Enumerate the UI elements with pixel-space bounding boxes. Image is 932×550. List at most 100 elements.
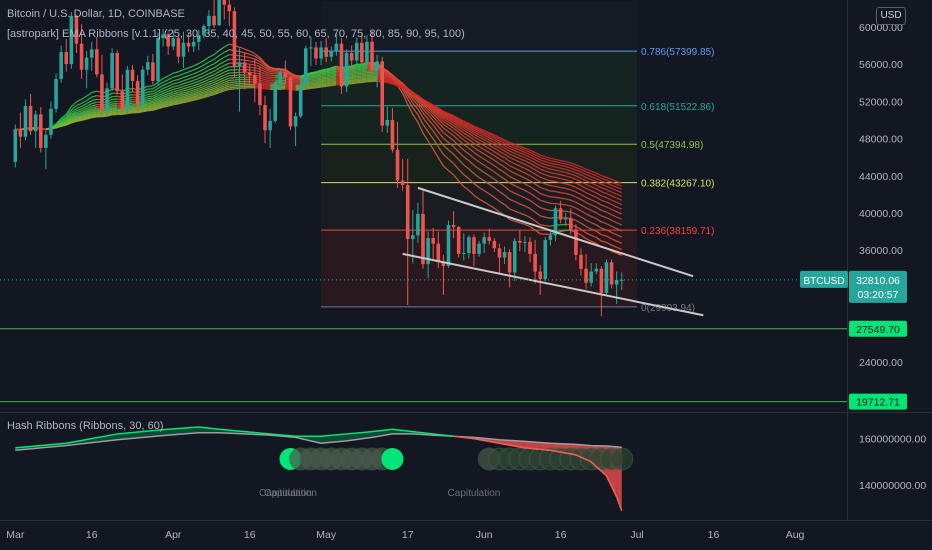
ema-40-segment (540, 207, 546, 210)
ema-60-segment (81, 112, 87, 116)
ema-25-segment (514, 220, 521, 224)
candle-body (140, 69, 145, 105)
ema-35-segment (412, 102, 419, 110)
currency-button[interactable]: USD (876, 7, 906, 25)
ema-50-segment (193, 80, 199, 84)
candle-body (79, 43, 84, 70)
candle-body (467, 237, 471, 253)
candle-body (599, 268, 604, 293)
ema-40-segment (254, 61, 261, 65)
ema-100-segment (585, 168, 592, 172)
ema-70-segment (361, 73, 368, 76)
ema-40-segment (437, 131, 444, 139)
candle-body (242, 62, 247, 73)
level-badge-1 (849, 393, 907, 410)
candle-body (44, 134, 48, 148)
candle-body (273, 82, 277, 121)
ema-95-segment (387, 81, 393, 84)
ema-70-segment (432, 107, 439, 114)
ema-60-segment (509, 165, 516, 169)
ema-60-segment (534, 178, 541, 183)
ema-60-segment (437, 116, 444, 122)
ema-25-segment (453, 174, 460, 182)
ema-70-segment (550, 175, 556, 179)
ema-40-segment (285, 70, 291, 75)
ema-25-segment (534, 229, 541, 235)
ema-75-segment (590, 186, 597, 190)
ema-65-segment (468, 135, 475, 141)
ema-25-segment (412, 114, 419, 123)
ema-85-segment (224, 83, 230, 87)
candle-body (441, 261, 446, 266)
ema-100-segment (264, 88, 271, 91)
ema-45-segment (453, 140, 460, 146)
ema-80-segment (539, 165, 546, 169)
ema-100-segment (173, 103, 179, 106)
time-tick-label: 16 (86, 529, 98, 541)
ema-95-segment (529, 151, 536, 156)
time-tick-label: Jul (630, 529, 643, 541)
ema-30-segment (76, 102, 82, 107)
ema-25-segment (249, 50, 256, 55)
ema-35-segment (606, 235, 612, 240)
ema-35-segment (493, 187, 500, 193)
candle-body (222, 0, 227, 5)
candle-body (569, 218, 573, 230)
ema-25-segment (188, 65, 194, 69)
capitulation-label: Capitulation (259, 488, 312, 499)
ema-45-segment (259, 66, 266, 71)
ema-60-segment (478, 146, 485, 151)
ema-35-segment (208, 63, 215, 67)
fib-label-0.5: 0.5(47394.98) (641, 140, 703, 151)
ema-95-segment (173, 102, 179, 105)
ema-40-segment (213, 63, 220, 69)
ema-30-segment (147, 88, 153, 90)
ema-60-segment (223, 72, 230, 76)
ema-60-segment (162, 95, 169, 98)
ema-75-segment (499, 147, 505, 152)
ema-85-segment (387, 78, 393, 82)
ema-55-segment (514, 172, 521, 177)
ema-95-segment (550, 160, 556, 163)
ema-75-segment (122, 108, 128, 111)
ema-100-segment (178, 101, 184, 105)
ema-25-segment (519, 222, 526, 225)
ema-60-segment (157, 96, 164, 101)
candle-body (212, 15, 216, 26)
ema-60-segment (468, 139, 475, 144)
ema-80-segment (560, 170, 566, 174)
ema-40-segment (310, 72, 317, 75)
ema-80-segment (224, 81, 230, 85)
ema-35-segment (91, 98, 98, 102)
ema-100-segment (555, 158, 561, 162)
ema-30-segment (361, 62, 368, 66)
ema-85-segment (208, 89, 215, 93)
ema-90-segment (483, 132, 490, 137)
ema-50-segment (560, 197, 566, 200)
ema-50-segment (570, 199, 577, 203)
candle-body (181, 42, 186, 57)
ema-25-segment (223, 43, 230, 48)
ema-55-segment (320, 73, 327, 76)
ema-45-segment (448, 136, 454, 142)
ema-70-segment (162, 98, 169, 102)
ema-75-segment (86, 113, 92, 117)
ema-25-segment (70, 101, 77, 108)
level-badge-0 (849, 320, 907, 337)
ema-85-segment (478, 132, 485, 136)
ema-100-segment (224, 88, 230, 92)
ema-40-segment (407, 92, 414, 100)
ema-55-segment (443, 123, 449, 129)
ema-80-segment (463, 125, 470, 130)
ema-30-segment (60, 115, 67, 121)
ema-50-segment (81, 109, 87, 114)
candle-body (314, 47, 318, 59)
candle-body (528, 241, 532, 254)
ema-100-segment (504, 139, 510, 143)
ema-35-segment (213, 59, 220, 65)
ema-85-segment (606, 185, 612, 190)
ema-80-segment (259, 81, 266, 84)
candle-body (74, 15, 79, 44)
ema-50-segment (499, 168, 505, 174)
